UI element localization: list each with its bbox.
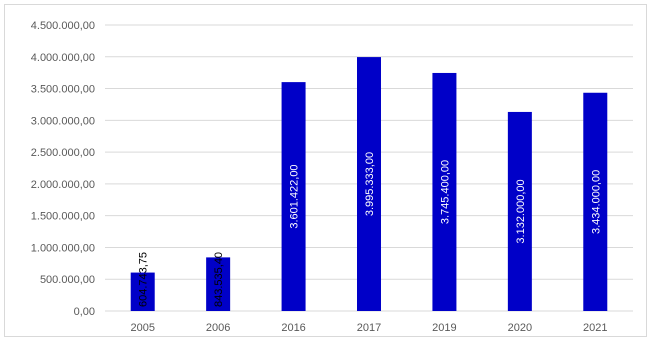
data-label: 3.995.333,00 [364, 152, 376, 216]
y-tick-label: 2.500.000,00 [31, 147, 95, 159]
y-tick-label: 500.000,00 [40, 274, 95, 286]
data-label: 3.132.000,00 [515, 179, 527, 243]
y-tick-label: 0,00 [74, 306, 95, 318]
data-label: 604.743,75 [138, 252, 150, 307]
x-tick-label: 2016 [281, 322, 305, 334]
y-tick-label: 4.000.000,00 [31, 52, 95, 64]
data-label: 3.601.422,00 [289, 164, 301, 228]
bar-2005 [130, 272, 155, 311]
data-label: 3.745.400,00 [439, 160, 451, 224]
x-tick-label: 2020 [508, 322, 532, 334]
x-tick-label: 2005 [130, 322, 154, 334]
data-label: 3.434.000,00 [590, 170, 602, 234]
x-tick-label: 2021 [583, 322, 607, 334]
data-labels: 604.743,75 843.535,40 3.601.422,00 3.995.33… [138, 152, 603, 307]
bar-chart: 0,00 500.000,00 1.000.000,00 1.500.000,00 2.… [31, 20, 633, 334]
x-tick-label: 2017 [357, 322, 381, 334]
bar-2021 [583, 92, 608, 312]
y-tick-label: 2.000.000,00 [31, 179, 95, 191]
bar-2006 [206, 257, 231, 311]
data-label: 843.535,40 [213, 252, 225, 307]
bar-2016 [281, 82, 306, 312]
y-tick-label: 3.000.000,00 [31, 115, 95, 127]
chart-frame: 0,00 500.000,00 1.000.000,00 1.500.000,00 2.… [4, 4, 647, 337]
y-axis-ticks: 0,00 500.000,00 1.000.000,00 1.500.000,00 2.… [31, 20, 95, 318]
x-tick-label: 2019 [432, 322, 456, 334]
y-tick-label: 1.500.000,00 [31, 211, 95, 223]
bar-2017 [357, 57, 381, 312]
bar-2020 [507, 111, 532, 311]
x-tick-label: 2006 [206, 322, 230, 334]
y-tick-label: 1.000.000,00 [31, 242, 95, 254]
bar-2019 [432, 72, 457, 312]
bars [130, 57, 608, 312]
y-tick-label: 3.500.000,00 [31, 84, 95, 96]
y-tick-label: 4.500.000,00 [31, 20, 95, 32]
x-axis-ticks: 2005 2006 2016 2017 2019 2020 2021 [130, 322, 607, 334]
